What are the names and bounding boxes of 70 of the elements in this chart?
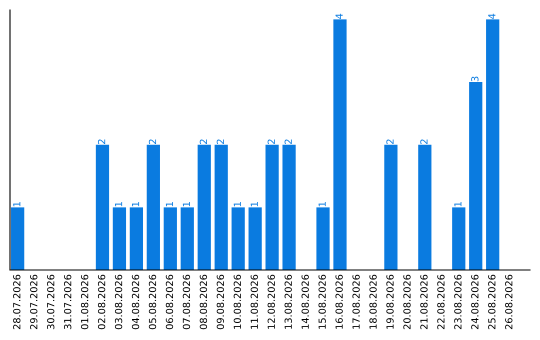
x-tick-label: 26.08.2026 <box>505 274 512 330</box>
bar <box>96 144 110 270</box>
x-tick-label: 20.08.2026 <box>403 274 411 330</box>
data-label: 2 <box>386 139 394 144</box>
x-tick-label: 12.08.2026 <box>268 274 275 329</box>
data-label: 2 <box>268 139 275 144</box>
x-tick-label: 22.08.2026 <box>437 274 445 330</box>
bar <box>452 207 466 270</box>
bar <box>384 144 398 270</box>
bar <box>164 207 177 270</box>
bar <box>469 82 482 270</box>
bar <box>130 207 144 270</box>
x-tick-label: 08.08.2026 <box>200 274 208 330</box>
x-tick-label: 13.08.2026 <box>284 274 292 329</box>
x-tick-label: 21.08.2026 <box>420 274 428 330</box>
bar <box>112 207 126 270</box>
data-label: 2 <box>284 139 292 144</box>
bar <box>316 207 330 270</box>
bar <box>198 144 211 270</box>
data-label: 2 <box>216 139 224 144</box>
bar <box>486 19 500 270</box>
bar <box>146 144 160 270</box>
x-tick-label: 23.08.2026 <box>454 274 462 330</box>
x-tick-label: 07.08.2026 <box>182 274 190 330</box>
x-tick-label: 14.08.2026 <box>302 274 309 329</box>
x-tick-label: 15.08.2026 <box>318 274 326 329</box>
data-label: 2 <box>148 139 156 144</box>
data-label: 1 <box>182 202 190 206</box>
x-tick-label: 24.08.2026 <box>471 274 479 330</box>
bar <box>248 207 262 270</box>
data-label: 3 <box>471 76 479 82</box>
x-tick-label: 29.07.2026 <box>30 274 38 330</box>
x-tick-label: 30.07.2026 <box>47 274 54 330</box>
data-label: 1 <box>234 202 241 206</box>
x-tick-label: 03.08.2026 <box>114 274 122 330</box>
x-tick-label: 31.07.2026 <box>64 274 72 330</box>
data-label: 1 <box>132 202 140 206</box>
x-tick-label: 18.08.2026 <box>369 274 377 329</box>
data-label: 1 <box>318 202 326 206</box>
data-label: 2 <box>200 139 207 144</box>
data-label: 1 <box>13 202 20 206</box>
data-label: 4 <box>488 14 496 19</box>
x-tick-label: 04.08.2026 <box>132 274 140 330</box>
data-label: 1 <box>454 202 462 206</box>
data-label: 1 <box>250 202 258 206</box>
x-tick-label: 02.08.2026 <box>98 274 106 330</box>
bar <box>214 144 228 270</box>
x-tick-label: 09.08.2026 <box>216 274 224 330</box>
data-label: 2 <box>420 139 428 144</box>
x-tick-label: 10.08.2026 <box>234 274 242 329</box>
bar <box>180 207 194 270</box>
bar <box>232 207 245 270</box>
bar <box>11 207 24 270</box>
x-tick-label: 01.08.2026 <box>80 274 88 330</box>
bar <box>333 19 347 270</box>
data-label: 1 <box>115 202 122 206</box>
data-label: 2 <box>98 139 106 144</box>
data-label: 4 <box>336 14 343 19</box>
x-tick-label: 17.08.2026 <box>352 274 360 329</box>
x-tick-label: 06.08.2026 <box>166 274 174 330</box>
x-tick-label: 25.08.2026 <box>488 274 496 330</box>
bar <box>418 144 432 270</box>
x-tick-label: 16.08.2026 <box>335 274 343 329</box>
x-tick-label: 11.08.2026 <box>250 274 258 329</box>
x-tick-label: 28.07.2026 <box>13 274 20 330</box>
x-tick-label: 05.08.2026 <box>148 274 156 330</box>
bar <box>282 144 296 270</box>
bar <box>266 144 279 270</box>
x-tick-label: 19.08.2026 <box>386 274 394 329</box>
data-label: 1 <box>166 202 174 206</box>
